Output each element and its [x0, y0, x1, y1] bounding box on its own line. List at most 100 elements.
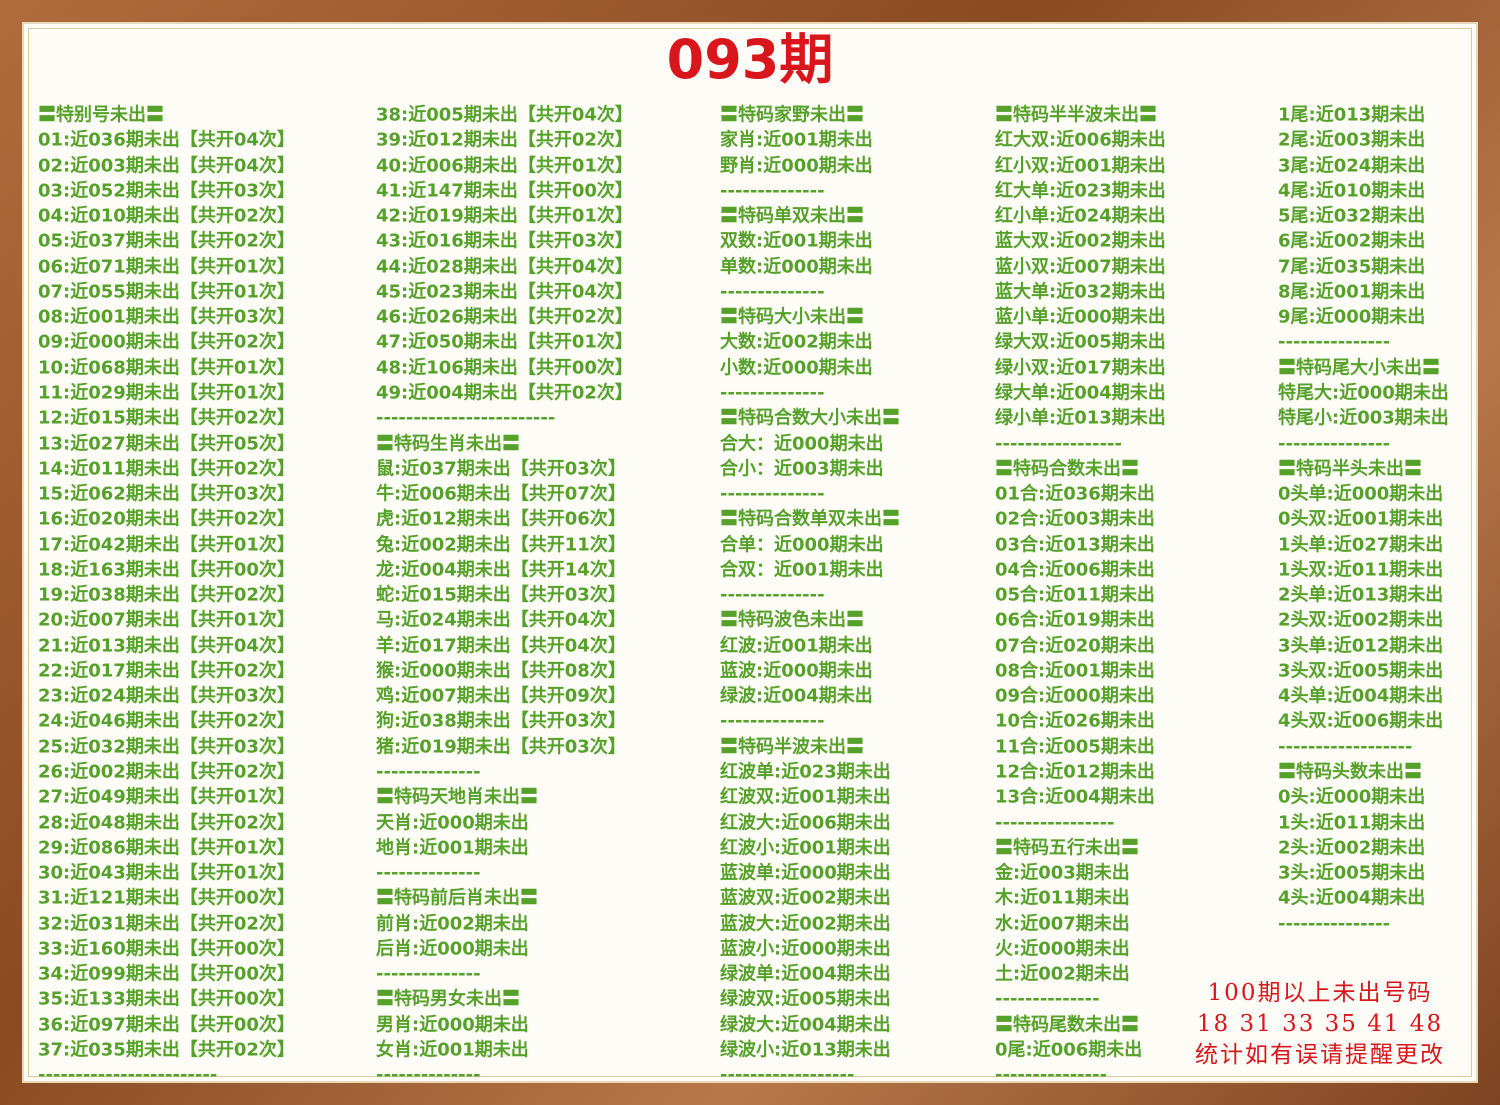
- stat-line: 〓特码尾数未出〓: [995, 1014, 1139, 1036]
- stat-line: 〓特码天地肖未出〓: [376, 786, 538, 808]
- stat-line: 09合:近000期未出: [995, 685, 1155, 707]
- stat-line: 36:近097期未出【共开00次】: [38, 1014, 295, 1036]
- stat-line: 01合:近036期未出: [995, 483, 1155, 505]
- title: 093期: [666, 28, 834, 91]
- stat-line: ---------------: [1278, 331, 1391, 353]
- stat-line: 蓝小双:近007期未出: [995, 256, 1166, 278]
- stat-line: 6尾:近002期未出: [1278, 230, 1426, 252]
- stat-line: 合单：近000期未出: [720, 534, 884, 556]
- stat-line: 〓特别号未出〓: [38, 104, 164, 126]
- stat-line: ---------------: [1278, 913, 1391, 935]
- stat-line: 龙:近004期未出【共开14次】: [376, 559, 626, 581]
- stat-line: 32:近031期未出【共开02次】: [38, 913, 295, 935]
- stat-line: 35:近133期未出【共开00次】: [38, 988, 295, 1010]
- stat-line: 绿波双:近005期未出: [720, 988, 891, 1010]
- stat-line: 49:近004期未出【共开02次】: [376, 382, 633, 404]
- stat-line: 家肖:近001期未出: [720, 129, 873, 151]
- stat-line: 4头单:近004期未出: [1278, 685, 1444, 707]
- stat-line: 绿波小:近013期未出: [720, 1039, 891, 1061]
- stat-line: --------------: [720, 382, 825, 404]
- stat-line: 42:近019期未出【共开01次】: [376, 205, 633, 227]
- stat-line: 23:近024期未出【共开03次】: [38, 685, 295, 707]
- stat-line: 45:近023期未出【共开04次】: [376, 281, 633, 303]
- stat-line: 〓特码家野未出〓: [720, 104, 864, 126]
- stat-line: 02:近003期未出【共开04次】: [38, 155, 295, 177]
- stat-line: 7尾:近035期未出: [1278, 256, 1426, 278]
- stat-line: 3尾:近024期未出: [1278, 155, 1426, 177]
- stat-line: 17:近042期未出【共开01次】: [38, 534, 295, 556]
- stat-line: 48:近106期未出【共开00次】: [376, 357, 633, 379]
- stat-line: 20:近007期未出【共开01次】: [38, 609, 295, 631]
- stat-line: 〓特码合数大小未出〓: [720, 407, 900, 429]
- stat-line: 蓝波单:近000期未出: [720, 862, 891, 884]
- stat-line: ------------------------: [376, 407, 556, 429]
- stat-line: 2头双:近002期未出: [1278, 609, 1444, 631]
- stat-line: 34:近099期未出【共开00次】: [38, 963, 295, 985]
- stat-line: 01:近036期未出【共开04次】: [38, 129, 295, 151]
- stat-line: 8尾:近001期未出: [1278, 281, 1426, 303]
- stat-line: 08合:近001期未出: [995, 660, 1155, 682]
- stat-line: ---------------: [1278, 433, 1391, 454]
- stat-line: 3头双:近005期未出: [1278, 660, 1444, 682]
- stat-line: 马:近024期未出【共开04次】: [376, 609, 626, 631]
- stat-line: 猪:近019期未出【共开03次】: [376, 736, 626, 758]
- stat-line: 3头单:近012期未出: [1278, 635, 1444, 657]
- stat-line: ----------------: [995, 812, 1115, 834]
- stat-line: --------------: [720, 483, 825, 505]
- stat-line: 11合:近005期未出: [995, 736, 1155, 758]
- stat-line: 31:近121期未出【共开00次】: [38, 887, 295, 909]
- stat-line: 小数:近000期未出: [720, 357, 873, 379]
- stat-line: 红小单:近024期未出: [995, 205, 1166, 227]
- stat-line: 红小双:近001期未出: [995, 155, 1166, 177]
- stat-line: 2头:近002期未出: [1278, 837, 1426, 859]
- stat-line: 05:近037期未出【共开02次】: [38, 230, 295, 252]
- stat-line: 大数:近002期未出: [720, 331, 873, 353]
- stat-line: 蓝波小:近000期未出: [720, 938, 891, 960]
- stat-line: 红波大:近006期未出: [720, 812, 891, 834]
- stat-line: 〓特码波色未出〓: [720, 609, 864, 631]
- stat-line: ------------------: [1278, 736, 1413, 758]
- stat-line: 〓特码半波未出〓: [720, 736, 864, 758]
- stat-line: 虎:近012期未出【共开06次】: [376, 508, 626, 530]
- stat-line: 蓝小单:近000期未出: [995, 306, 1166, 328]
- stat-line: 14:近011期未出【共开02次】: [38, 458, 295, 480]
- stat-line: 3头:近005期未出: [1278, 862, 1426, 884]
- stat-line: 46:近026期未出【共开02次】: [376, 306, 633, 328]
- stat-line: 绿大双:近005期未出: [995, 331, 1166, 353]
- stat-line: 〓特码合数单双未出〓: [720, 508, 900, 530]
- stat-line: 蓝大单:近032期未出: [995, 281, 1166, 303]
- stat-line: 天肖:近000期未出: [376, 812, 529, 834]
- stat-line: ------------------: [720, 1064, 855, 1086]
- stat-line: 0头:近000期未出: [1278, 786, 1426, 808]
- stat-line: 18:近163期未出【共开00次】: [38, 559, 295, 581]
- stat-line: 04合:近006期未出: [995, 559, 1155, 581]
- stat-line: 绿波大:近004期未出: [720, 1014, 891, 1036]
- stat-line: 绿小单:近013期未出: [995, 407, 1166, 429]
- stat-line: 08:近001期未出【共开03次】: [38, 306, 295, 328]
- stat-line: 29:近086期未出【共开01次】: [38, 837, 295, 859]
- stat-line: 鼠:近037期未出【共开03次】: [376, 458, 626, 480]
- stat-line: 02合:近003期未出: [995, 508, 1155, 530]
- stat-line: 后肖:近000期未出: [376, 938, 529, 960]
- stat-line: 1头:近011期未出: [1278, 812, 1426, 834]
- stat-line: 4头双:近006期未出: [1278, 710, 1444, 732]
- stat-line: 16:近020期未出【共开02次】: [38, 508, 295, 530]
- stat-line: 2头单:近013期未出: [1278, 584, 1444, 606]
- stat-line: 27:近049期未出【共开01次】: [38, 786, 295, 808]
- stat-line: --------------: [376, 862, 481, 884]
- stat-line: --------------: [720, 180, 825, 202]
- stat-line: 13:近027期未出【共开05次】: [38, 433, 295, 454]
- panel: [22, 22, 1478, 1083]
- stat-line: 28:近048期未出【共开02次】: [38, 812, 295, 834]
- stat-line: 土:近002期未出: [995, 963, 1130, 985]
- stat-line: 15:近062期未出【共开03次】: [38, 483, 295, 505]
- stat-line: 44:近028期未出【共开04次】: [376, 256, 633, 278]
- stat-line: 红波双:近001期未出: [720, 786, 891, 808]
- stat-line: 〓特码五行未出〓: [995, 837, 1139, 859]
- stat-line: 10:近068期未出【共开01次】: [38, 357, 295, 379]
- stat-line: 红大单:近023期未出: [995, 180, 1166, 202]
- stat-line: 47:近050期未出【共开01次】: [376, 331, 633, 353]
- stat-line: --------------: [720, 281, 825, 303]
- stat-line: 猴:近000期未出【共开08次】: [376, 660, 626, 682]
